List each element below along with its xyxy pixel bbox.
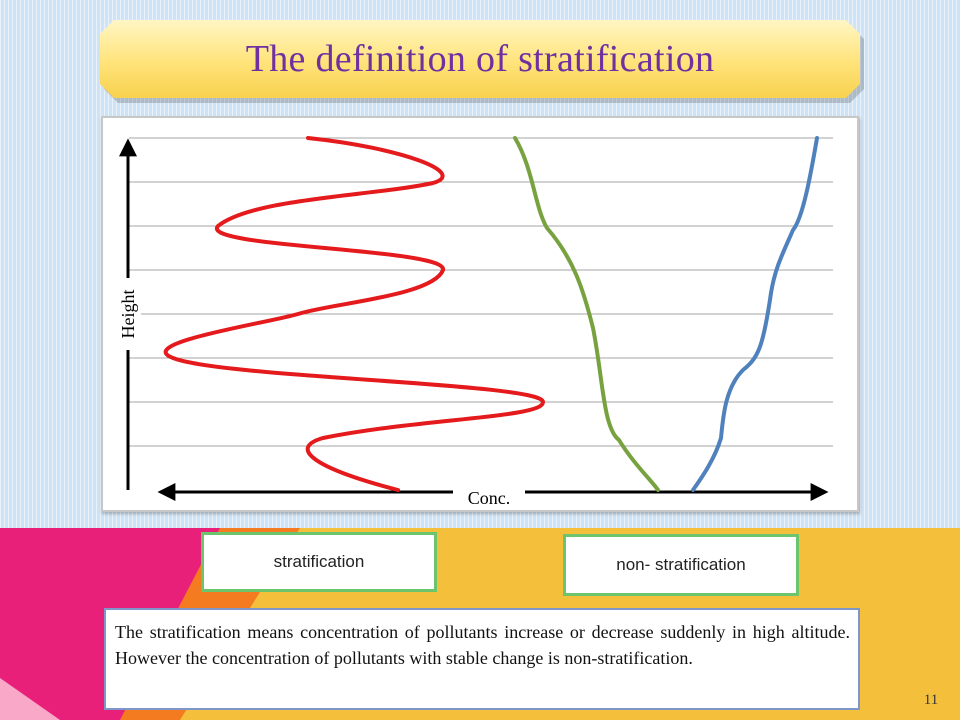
non-stratification-label-text: non- stratification <box>616 555 746 574</box>
non-stratification-label: non- stratification <box>563 534 799 596</box>
stratification-label-text: stratification <box>273 552 365 571</box>
slide-title: The definition of stratification <box>245 38 715 80</box>
page-number: 11 <box>923 692 939 708</box>
y-axis-label: Height <box>118 290 138 339</box>
x-axis-label-background <box>453 484 525 506</box>
definition-text: The stratification means concentration o… <box>115 622 850 668</box>
gridlines <box>129 137 833 447</box>
y-axis-label-background <box>117 278 141 350</box>
non-stratification-curve-blue <box>691 136 819 492</box>
chart-canvas: Conc. Height <box>117 136 833 508</box>
stratification-curve <box>163 136 546 492</box>
stratification-label: stratification <box>201 532 437 592</box>
definition-text-box: The stratification means concentration o… <box>104 608 860 710</box>
concentration-height-chart: Conc. Height <box>101 116 859 512</box>
x-axis-label: Conc. <box>468 488 511 508</box>
title-banner: The definition of stratification <box>100 20 860 98</box>
non-stratification-curve-green <box>513 136 660 492</box>
